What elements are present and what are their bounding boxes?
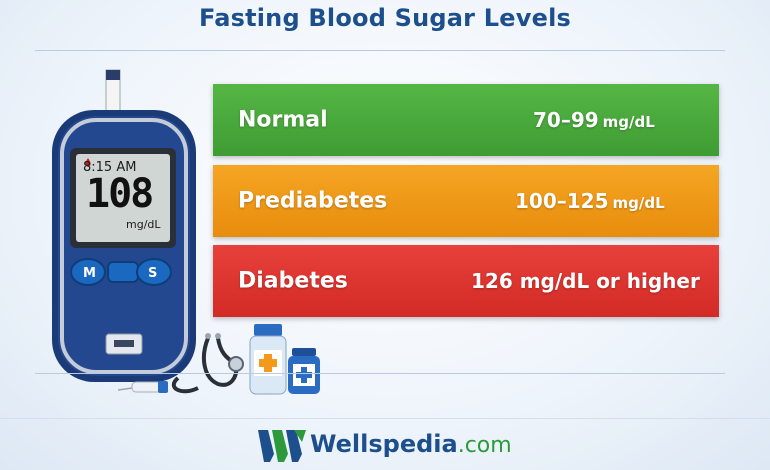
brand-tld: .com [457, 433, 512, 458]
brand-name[interactable]: Wellspedia.com [310, 430, 512, 458]
meter-time: 8:15 AM [83, 160, 137, 175]
band-range-unit: mg/dL [602, 113, 655, 131]
meter-s-button: S [148, 266, 158, 281]
glucose-meter-illustration [52, 69, 196, 382]
band-range: 70–99 mg/dL [533, 108, 655, 132]
band-label: Prediabetes [238, 188, 388, 214]
band-range-value: 100–125 [515, 189, 609, 213]
page-title: Fasting Blood Sugar Levels [199, 4, 571, 32]
band-label: Normal [238, 107, 328, 133]
meter-unit: mg/dL [126, 218, 161, 231]
band-range: 126 mg/dL or higher [471, 269, 700, 293]
band-range-value: 126 mg/dL or higher [471, 269, 700, 293]
footer-divider [0, 418, 770, 419]
brand-name-text: Wellspedia [310, 430, 458, 458]
range-band-diabetes: Diabetes 126 mg/dL or higher [213, 245, 719, 317]
meter-reading: 108 [86, 171, 154, 217]
band-label: Diabetes [238, 268, 348, 294]
wellspedia-logo-icon [258, 430, 306, 462]
content-divider [35, 373, 725, 374]
meter-m-button: M [83, 266, 96, 281]
title-divider [35, 50, 725, 51]
band-range-unit: mg/dL [612, 194, 665, 212]
range-band-prediabetes: Prediabetes 100–125 mg/dL [213, 165, 719, 237]
medical-supplies-illustration [118, 324, 320, 395]
band-range-value: 70–99 [533, 108, 599, 132]
band-range: 100–125 mg/dL [515, 189, 665, 213]
range-band-normal: Normal 70–99 mg/dL [213, 84, 719, 156]
